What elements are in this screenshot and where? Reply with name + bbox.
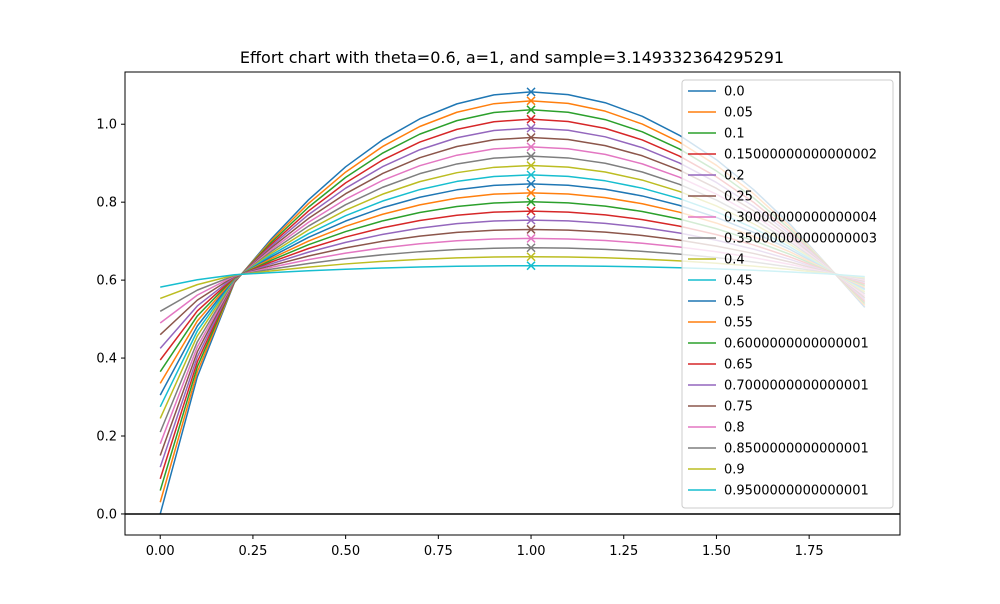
x-tick-label-6: 1.50 <box>702 544 731 559</box>
y-tick-label-0: 0.0 <box>96 507 117 522</box>
legend-label-8: 0.4 <box>724 253 745 268</box>
series-marker-18 <box>526 252 536 262</box>
y-tick-label-1: 0.2 <box>96 430 117 445</box>
series-marker-10 <box>526 179 536 189</box>
series-marker-1 <box>526 96 536 106</box>
y-tick-label-4: 0.8 <box>96 196 117 211</box>
x-tick-label-4: 1.00 <box>517 544 546 559</box>
series-marker-11 <box>526 188 536 198</box>
legend-label-15: 0.75 <box>724 400 753 415</box>
legend-label-13: 0.65 <box>724 358 753 373</box>
y-tick-label-5: 1.0 <box>96 118 117 133</box>
x-tick-label-5: 1.25 <box>609 544 638 559</box>
series-marker-3 <box>526 114 536 124</box>
legend-label-0: 0.0 <box>724 85 745 100</box>
legend-label-7: 0.35000000000000003 <box>724 232 877 247</box>
series-marker-16 <box>526 233 536 243</box>
series-marker-7 <box>526 151 536 161</box>
legend-label-1: 0.05 <box>724 106 753 121</box>
series-marker-9 <box>526 170 536 180</box>
y-tick-label-2: 0.4 <box>96 352 117 367</box>
legend-label-11: 0.55 <box>724 316 753 331</box>
chart-title: Effort chart with theta=0.6, a=1, and sa… <box>240 48 784 67</box>
series-marker-2 <box>526 105 536 115</box>
x-tick-label-0: 0.00 <box>146 544 175 559</box>
series-marker-6 <box>526 142 536 152</box>
series-marker-14 <box>526 215 536 225</box>
series-marker-19 <box>526 261 536 271</box>
series-marker-5 <box>526 132 536 143</box>
series-marker-15 <box>526 224 536 234</box>
axes: 0.00 0.25 0.50 0.75 1.00 1.25 1.50 1.750.00.20.… <box>96 71 901 559</box>
legend-label-12: 0.6000000000000001 <box>724 337 869 352</box>
series-marker-0 <box>526 87 536 97</box>
x-tick-label-7: 1.75 <box>795 544 824 559</box>
legend-label-10: 0.5 <box>724 295 745 310</box>
series-marker-12 <box>526 197 536 207</box>
legend-label-4: 0.2 <box>724 169 745 184</box>
legend-label-18: 0.9 <box>724 463 745 478</box>
legend-label-14: 0.7000000000000001 <box>724 379 869 394</box>
x-tick-label-3: 0.75 <box>424 544 453 559</box>
legend-label-6: 0.30000000000000004 <box>724 211 877 226</box>
legend-box <box>681 79 894 509</box>
x-tick-label-2: 0.50 <box>331 544 360 559</box>
series-markers <box>526 87 536 271</box>
legend-label-2: 0.1 <box>724 127 745 142</box>
series-marker-8 <box>526 161 536 171</box>
y-tick-label-3: 0.6 <box>96 274 117 289</box>
legend-label-5: 0.25 <box>724 190 753 205</box>
legend: 0.0 0.05 0.1 0.15000000000000002 0.2 0.25 0.30… <box>681 79 894 509</box>
legend-label-19: 0.9500000000000001 <box>724 484 869 499</box>
x-tick-label-1: 0.25 <box>238 544 267 559</box>
series-marker-13 <box>526 206 536 216</box>
series-marker-17 <box>526 243 536 253</box>
series-marker-4 <box>526 123 536 133</box>
legend-label-3: 0.15000000000000002 <box>724 148 877 163</box>
legend-label-16: 0.8 <box>724 421 745 436</box>
legend-label-9: 0.45 <box>724 274 753 289</box>
legend-label-17: 0.8500000000000001 <box>724 442 869 457</box>
plot-frame <box>124 71 901 536</box>
